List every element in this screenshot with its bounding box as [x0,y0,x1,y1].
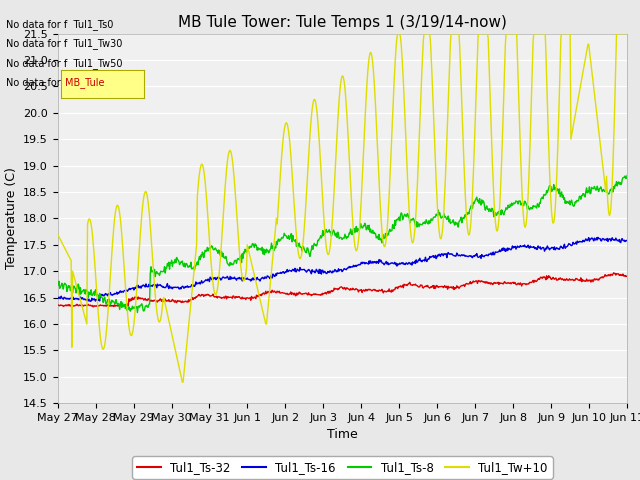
Text: MB_Tule: MB_Tule [65,77,104,88]
Legend: Tul1_Ts-32, Tul1_Ts-16, Tul1_Ts-8, Tul1_Tw+10: Tul1_Ts-32, Tul1_Ts-16, Tul1_Ts-8, Tul1_… [132,456,552,479]
Title: MB Tule Tower: Tule Temps 1 (3/19/14-now): MB Tule Tower: Tule Temps 1 (3/19/14-now… [178,15,507,30]
Text: No data for f  Tul1_Tw50: No data for f Tul1_Tw50 [6,58,123,69]
Y-axis label: Temperature (C): Temperature (C) [4,168,17,269]
Text: No data for f  Tul1_Tw30: No data for f Tul1_Tw30 [6,38,123,49]
Text: No data for f  Tul1_Tw100: No data for f Tul1_Tw100 [6,77,129,88]
Text: No data for f  Tul1_Ts0: No data for f Tul1_Ts0 [6,19,114,30]
X-axis label: Time: Time [327,429,358,442]
